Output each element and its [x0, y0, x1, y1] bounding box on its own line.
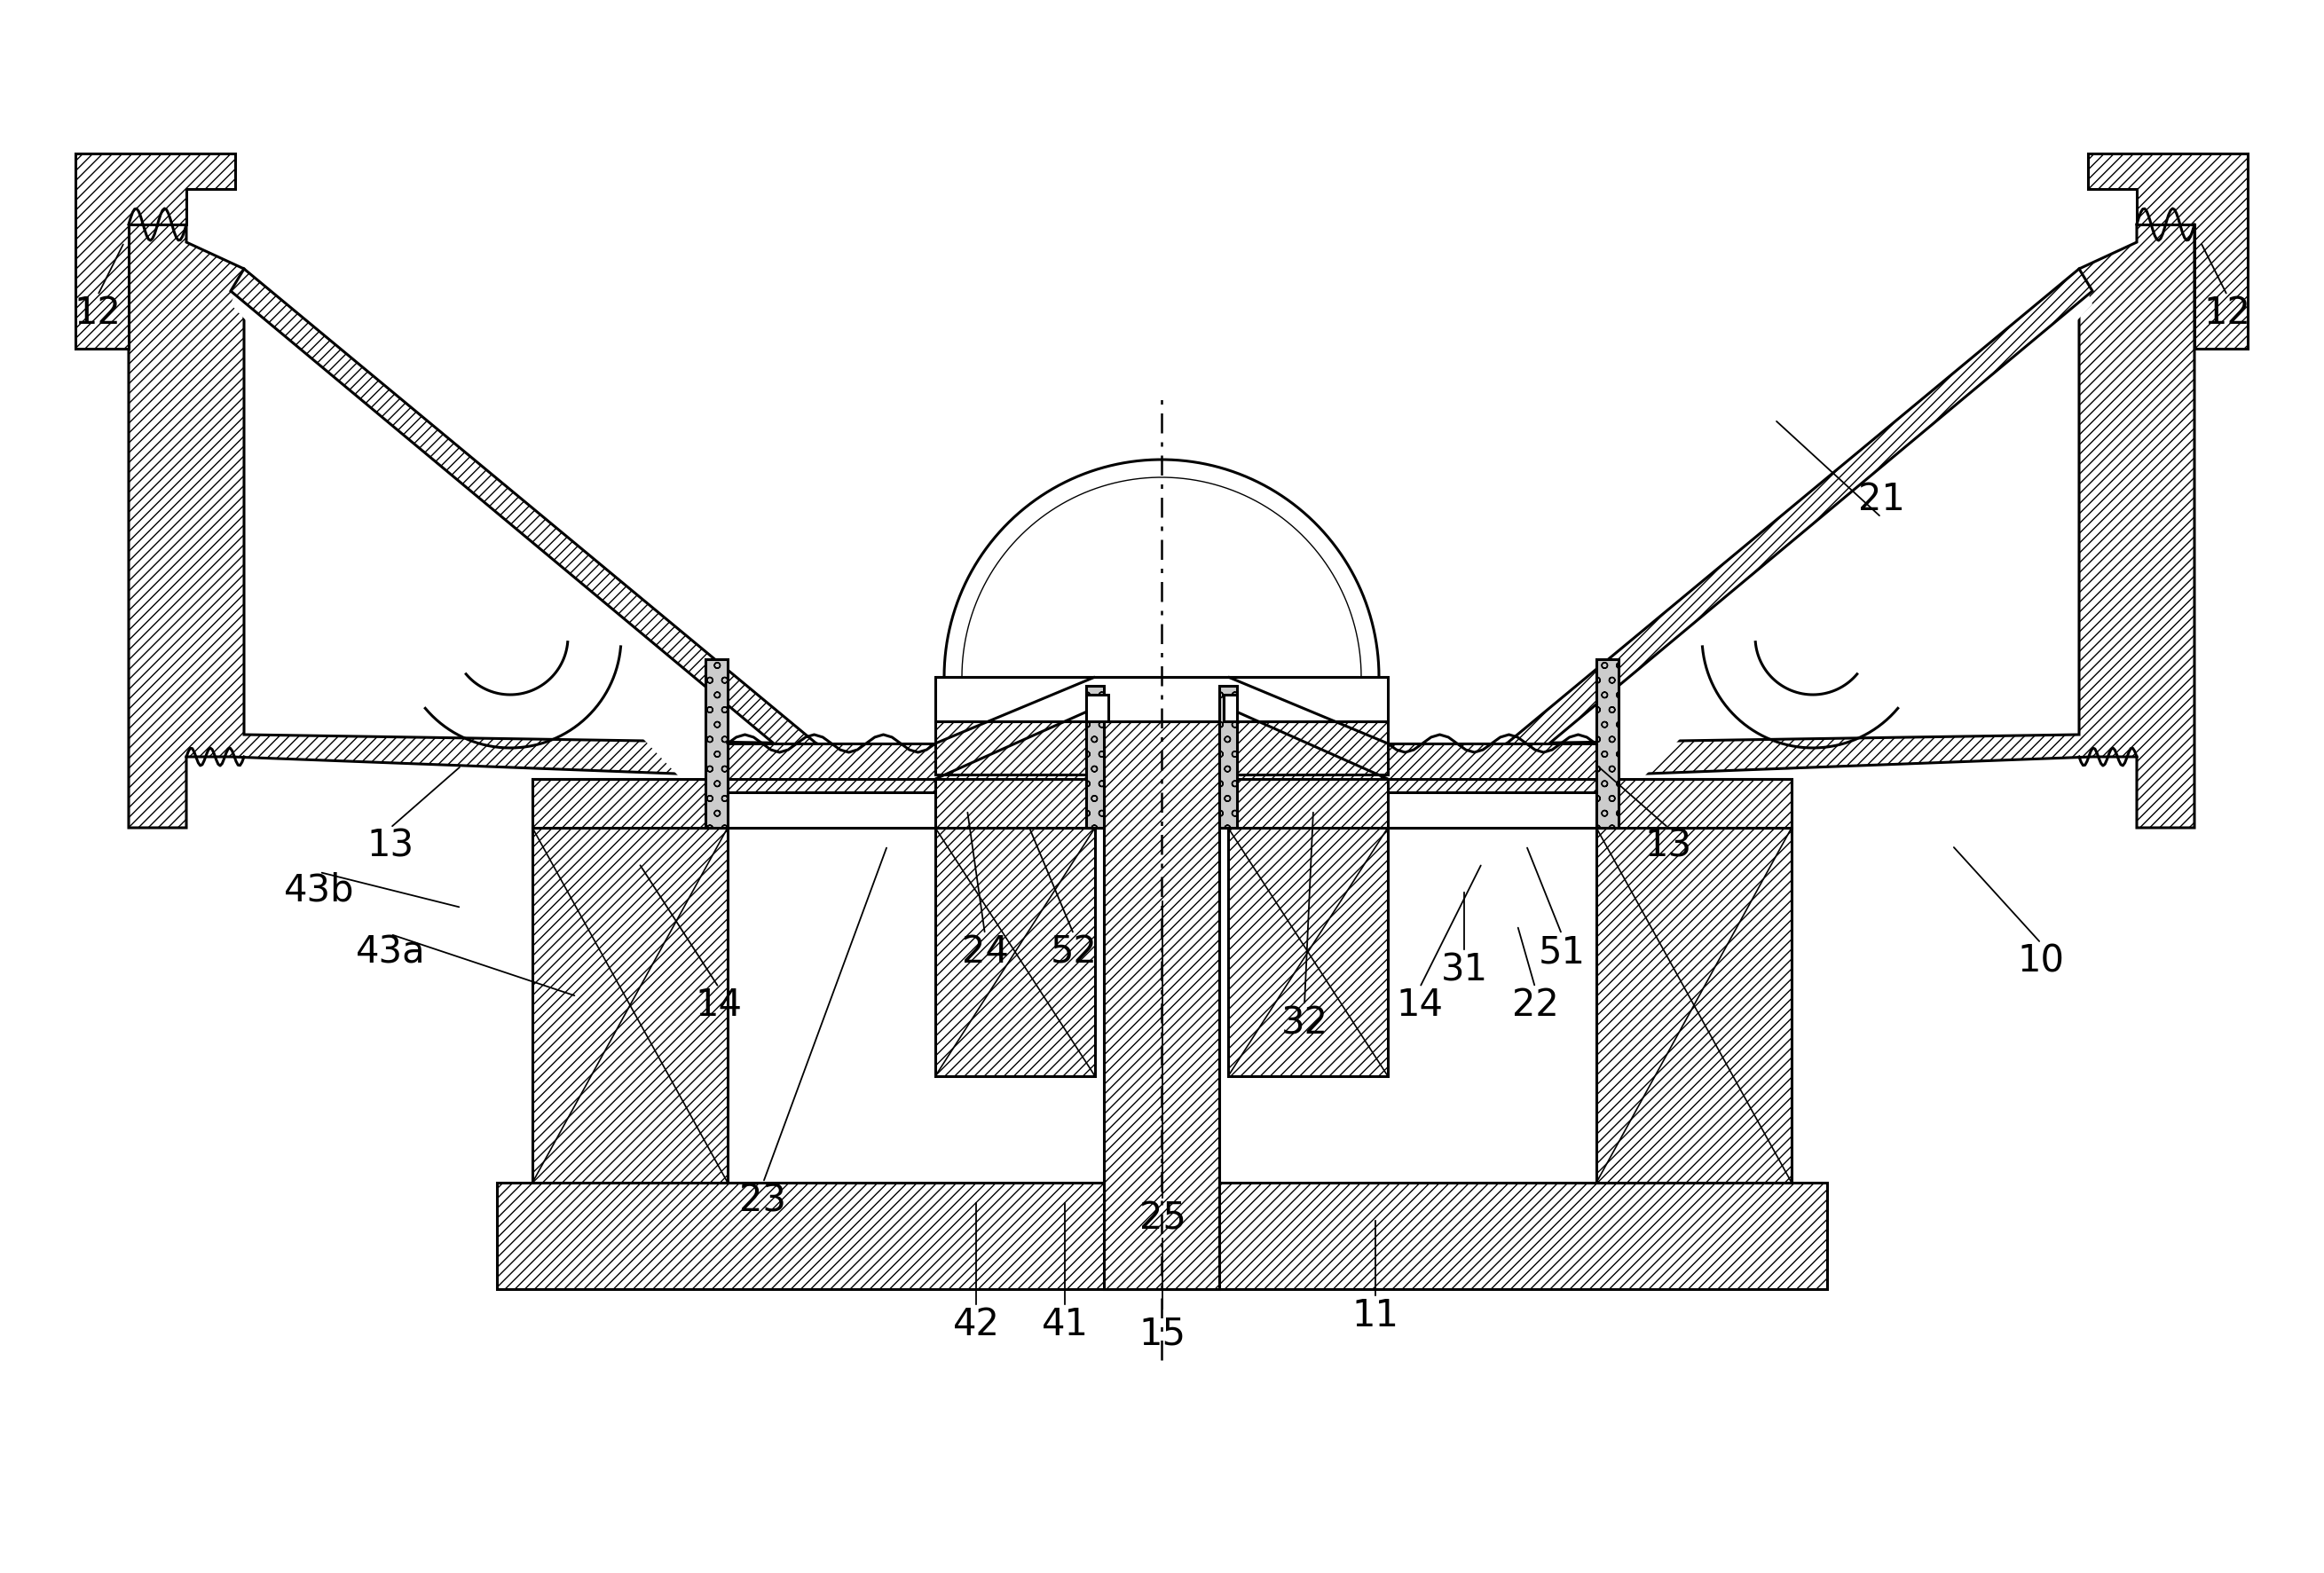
- Polygon shape: [1597, 779, 1792, 827]
- Text: 22: 22: [1511, 986, 1559, 1024]
- Text: 32: 32: [1281, 1004, 1327, 1041]
- Text: 13: 13: [1645, 827, 1692, 864]
- Text: 15: 15: [1139, 1315, 1185, 1353]
- Polygon shape: [1597, 269, 2092, 827]
- Polygon shape: [1085, 686, 1104, 827]
- Text: 12: 12: [74, 294, 121, 332]
- Text: 43a: 43a: [356, 933, 425, 971]
- Polygon shape: [74, 154, 235, 349]
- Polygon shape: [934, 676, 1387, 722]
- Text: 51: 51: [1538, 933, 1585, 971]
- Polygon shape: [934, 774, 1095, 827]
- Polygon shape: [497, 1183, 1827, 1290]
- Text: 52: 52: [1050, 933, 1097, 971]
- Polygon shape: [1085, 695, 1109, 722]
- Text: 43b: 43b: [284, 871, 356, 909]
- Polygon shape: [1220, 744, 1597, 779]
- Polygon shape: [1236, 722, 1387, 774]
- Text: 42: 42: [953, 1306, 999, 1343]
- Polygon shape: [1597, 827, 1792, 1183]
- Text: 23: 23: [739, 1181, 786, 1219]
- Polygon shape: [1506, 269, 2092, 779]
- Polygon shape: [727, 744, 1104, 779]
- Polygon shape: [1225, 695, 1236, 722]
- Text: 13: 13: [367, 827, 414, 864]
- Polygon shape: [1506, 225, 2194, 827]
- Text: 31: 31: [1441, 952, 1487, 988]
- Polygon shape: [706, 659, 727, 827]
- Text: 25: 25: [1139, 1200, 1185, 1236]
- Text: 14: 14: [695, 986, 741, 1024]
- Polygon shape: [1104, 722, 1220, 1290]
- Polygon shape: [1095, 793, 1104, 827]
- Polygon shape: [230, 269, 727, 827]
- Text: 12: 12: [2203, 294, 2250, 332]
- Polygon shape: [727, 793, 934, 827]
- Polygon shape: [532, 779, 727, 827]
- Polygon shape: [532, 779, 1792, 827]
- Polygon shape: [1220, 793, 1227, 827]
- Polygon shape: [934, 827, 1095, 1076]
- Text: 41: 41: [1041, 1306, 1088, 1343]
- Polygon shape: [1227, 827, 1387, 1076]
- Polygon shape: [1227, 774, 1387, 827]
- Polygon shape: [934, 722, 1085, 774]
- Polygon shape: [230, 269, 816, 779]
- Text: 21: 21: [1857, 481, 1906, 518]
- Polygon shape: [2087, 154, 2247, 349]
- Polygon shape: [1220, 686, 1236, 827]
- Polygon shape: [532, 827, 727, 1183]
- Polygon shape: [1597, 659, 1618, 827]
- Text: 11: 11: [1353, 1298, 1399, 1334]
- Text: 10: 10: [2017, 942, 2064, 980]
- Text: 24: 24: [962, 933, 1009, 971]
- Polygon shape: [128, 225, 816, 827]
- Polygon shape: [1387, 793, 1597, 827]
- Text: 14: 14: [1397, 986, 1443, 1024]
